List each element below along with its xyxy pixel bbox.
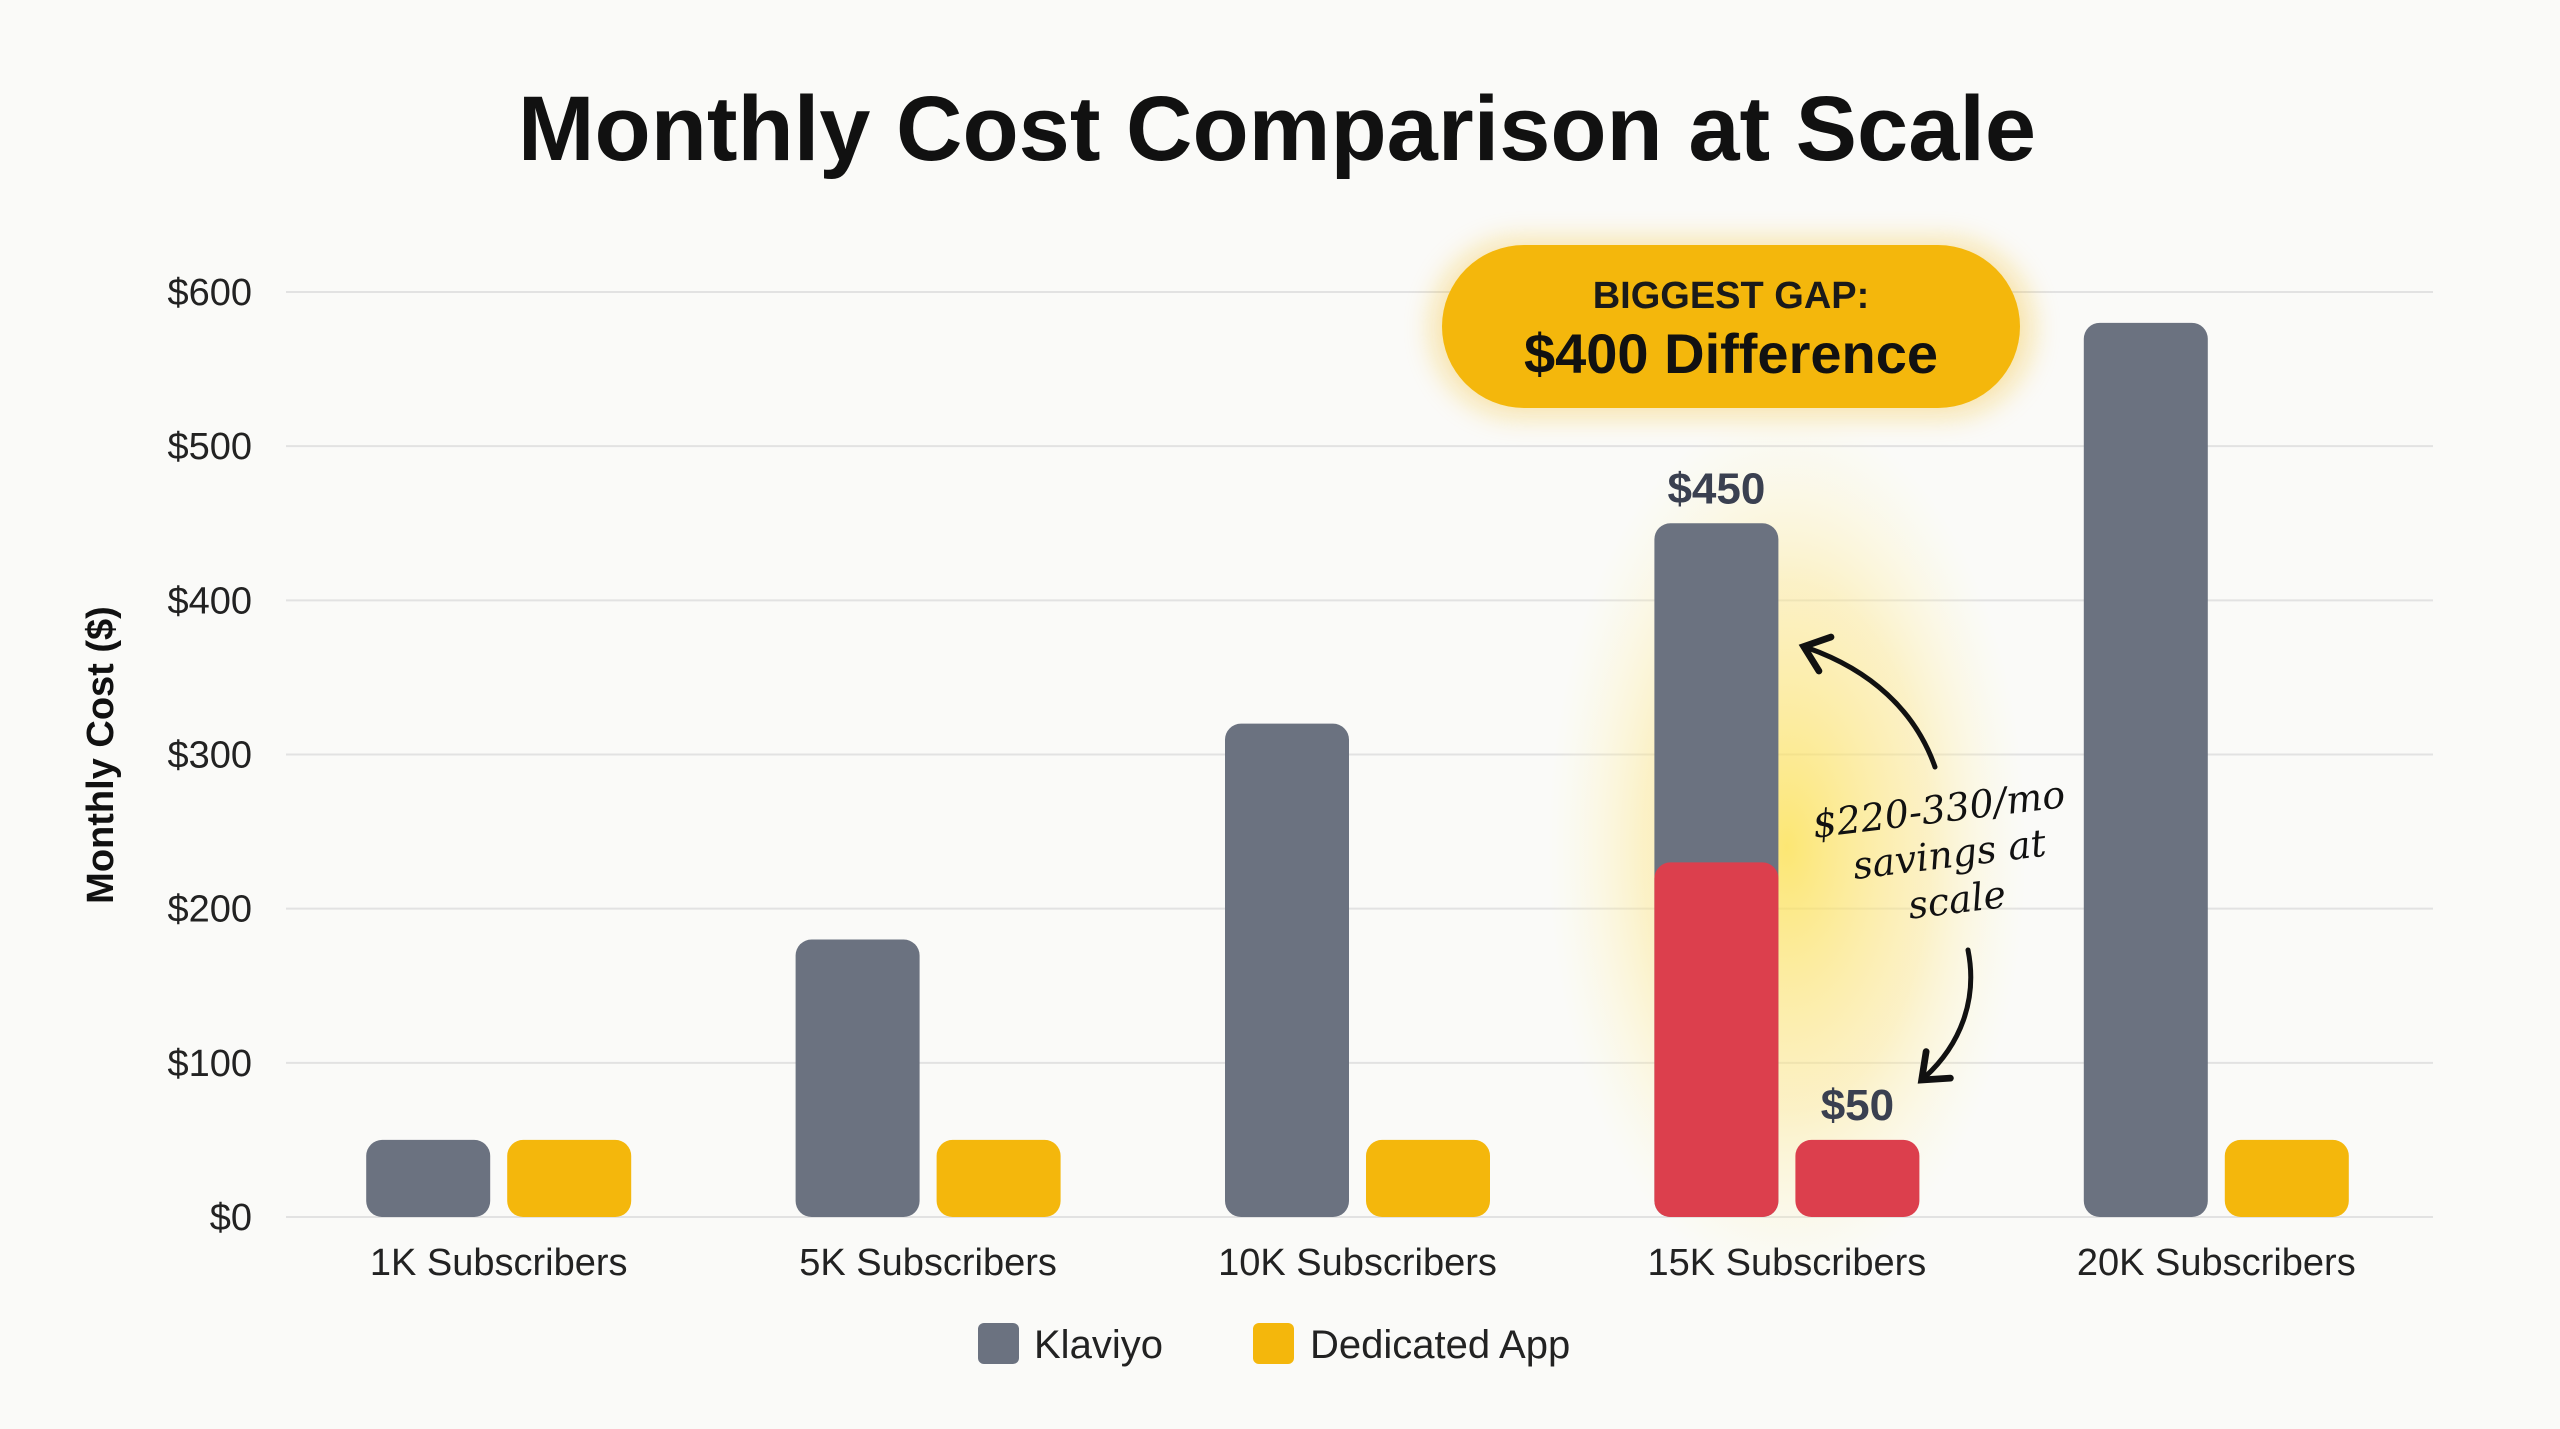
legend: Klaviyo Dedicated App	[978, 1323, 1570, 1367]
bar-dedicated-app	[1366, 1139, 1490, 1217]
data-label-dedicated-15k: $50	[1821, 1081, 1894, 1130]
bar-klaviyo	[795, 939, 920, 1217]
arrow-down-icon	[1917, 947, 1974, 1084]
bar-klaviyo	[366, 1139, 491, 1217]
y-tick-label: $400	[167, 580, 252, 622]
gridlines	[286, 291, 2433, 1218]
arrow-up-icon	[1798, 633, 1938, 770]
y-tick-label: $600	[167, 272, 252, 314]
x-tick-label: 1K Subscribers	[370, 1242, 628, 1284]
badge-line-2: $400 Difference	[1524, 322, 1938, 385]
bar-klaviyo-highlight-segment	[1654, 862, 1779, 1217]
y-tick-label: $100	[167, 1043, 252, 1085]
bars	[366, 322, 2349, 1217]
bar-dedicated-app	[1795, 1139, 1920, 1217]
x-tick-label: 10K Subscribers	[1218, 1242, 1497, 1284]
chart-title: Monthly Cost Comparison at Scale	[518, 78, 2036, 180]
badge-line-1: BIGGEST GAP:	[1593, 275, 1870, 317]
legend-label-klaviyo: Klaviyo	[1034, 1323, 1163, 1367]
bar-dedicated-app	[507, 1139, 632, 1217]
x-tick-label: 20K Subscribers	[2077, 1242, 2356, 1284]
bar-klaviyo	[1225, 723, 1349, 1217]
bar-klaviyo	[2083, 322, 2208, 1217]
legend-label-dedicated-app: Dedicated App	[1310, 1323, 1570, 1367]
y-axis-label: Monthly Cost ($)	[80, 606, 122, 904]
y-tick-label: $500	[167, 426, 252, 468]
y-tick-label: $300	[167, 735, 252, 777]
x-tick-label: 15K Subscribers	[1647, 1242, 1926, 1284]
x-tick-label: 5K Subscribers	[799, 1242, 1057, 1284]
x-axis-labels: 1K Subscribers 5K Subscribers 10K Subscrib…	[370, 1242, 2356, 1284]
y-axis-ticks: $0 $100 $200 $300 $400 $500 $600	[167, 272, 252, 1239]
y-tick-label: $0	[210, 1197, 252, 1239]
biggest-gap-badge: BIGGEST GAP: $400 Difference	[1432, 240, 2032, 416]
bar-dedicated-app	[2224, 1139, 2349, 1217]
legend-swatch-klaviyo	[978, 1323, 1019, 1364]
data-label-klaviyo-15k: $450	[1667, 464, 1765, 513]
legend-swatch-dedicated-app	[1253, 1323, 1294, 1364]
bar-dedicated-app	[936, 1139, 1061, 1217]
y-tick-label: $200	[167, 889, 252, 931]
